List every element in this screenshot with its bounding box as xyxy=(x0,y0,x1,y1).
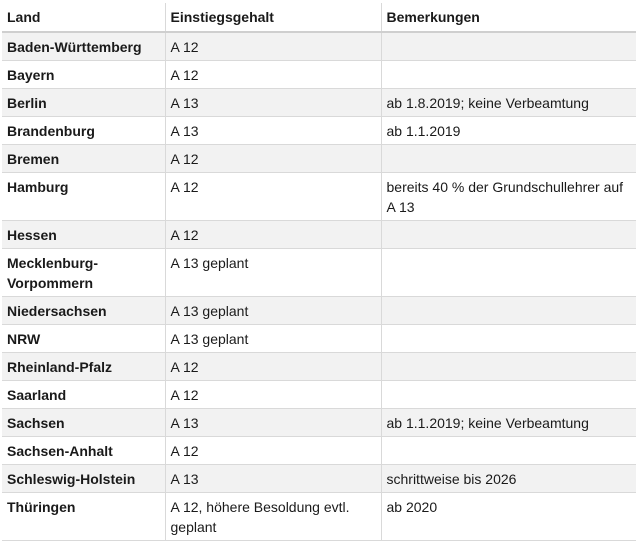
header-einstiegsgehalt: Einstiegsgehalt xyxy=(165,3,382,33)
cell-salary: A 13 geplant xyxy=(165,248,382,297)
cell-note: ab 1.1.2019; keine Verbeamtung xyxy=(381,408,636,437)
table-row: Schleswig-Holstein A 13 schrittweise bis… xyxy=(2,464,636,493)
table-row: Rheinland-Pfalz A 12 xyxy=(2,352,636,381)
cell-land: Rheinland-Pfalz xyxy=(2,352,166,381)
page: Land Einstiegsgehalt Bemerkungen Baden-W… xyxy=(2,3,636,541)
cell-salary: A 12 xyxy=(165,172,382,221)
cell-land: Niedersachsen xyxy=(2,296,166,325)
cell-salary: A 12 xyxy=(165,32,382,61)
cell-land: Sachsen-Anhalt xyxy=(2,436,166,465)
table-row: Hessen A 12 xyxy=(2,220,636,249)
cell-salary: A 12 xyxy=(165,436,382,465)
cell-salary: A 12, höhere Besoldung evtl. geplant xyxy=(165,492,382,541)
cell-land: Hessen xyxy=(2,220,166,249)
cell-salary: A 12 xyxy=(165,352,382,381)
cell-salary: A 12 xyxy=(165,60,382,89)
cell-salary: A 12 xyxy=(165,144,382,173)
cell-salary: A 13 xyxy=(165,408,382,437)
cell-land: Bayern xyxy=(2,60,166,89)
salary-table: Land Einstiegsgehalt Bemerkungen Baden-W… xyxy=(2,3,636,541)
cell-note xyxy=(381,352,636,381)
cell-land: Berlin xyxy=(2,88,166,117)
cell-land: Mecklenburg-Vorpommern xyxy=(2,248,166,297)
table-row: Bremen A 12 xyxy=(2,144,636,173)
cell-note xyxy=(381,32,636,61)
table-row: Hamburg A 12 bereits 40 % der Grundschul… xyxy=(2,172,636,221)
cell-note: ab 1.1.2019 xyxy=(381,116,636,145)
cell-note: ab 2020 xyxy=(381,492,636,541)
cell-land: Hamburg xyxy=(2,172,166,221)
cell-note xyxy=(381,248,636,297)
table-row: NRW A 13 geplant xyxy=(2,324,636,353)
table-body: Baden-Württemberg A 12 Bayern A 12 Berli… xyxy=(2,32,636,541)
cell-note xyxy=(381,144,636,173)
header-row: Land Einstiegsgehalt Bemerkungen xyxy=(2,3,636,33)
table-row: Berlin A 13 ab 1.8.2019; keine Verbeamtu… xyxy=(2,88,636,117)
cell-note: ab 1.8.2019; keine Verbeamtung xyxy=(381,88,636,117)
table-row: Niedersachsen A 13 geplant xyxy=(2,296,636,325)
header-bemerkungen: Bemerkungen xyxy=(381,3,636,33)
cell-note xyxy=(381,60,636,89)
cell-note: bereits 40 % der Grundschullehrer auf A … xyxy=(381,172,636,221)
cell-salary: A 13 xyxy=(165,88,382,117)
table-row: Thüringen A 12, höhere Besoldung evtl. g… xyxy=(2,492,636,541)
table-row: Mecklenburg-Vorpommern A 13 geplant xyxy=(2,248,636,297)
cell-land: Thüringen xyxy=(2,492,166,541)
cell-land: Bremen xyxy=(2,144,166,173)
table-row: Saarland A 12 xyxy=(2,380,636,409)
cell-note: schrittweise bis 2026 xyxy=(381,464,636,493)
header-land: Land xyxy=(2,3,166,33)
table-row: Baden-Württemberg A 12 xyxy=(2,32,636,61)
cell-salary: A 13 xyxy=(165,464,382,493)
cell-land: Sachsen xyxy=(2,408,166,437)
cell-note xyxy=(381,436,636,465)
cell-land: NRW xyxy=(2,324,166,353)
cell-salary: A 13 geplant xyxy=(165,296,382,325)
cell-salary: A 12 xyxy=(165,380,382,409)
cell-note xyxy=(381,296,636,325)
cell-land: Schleswig-Holstein xyxy=(2,464,166,493)
cell-salary: A 13 geplant xyxy=(165,324,382,353)
cell-land: Saarland xyxy=(2,380,166,409)
cell-salary: A 13 xyxy=(165,116,382,145)
cell-land: Brandenburg xyxy=(2,116,166,145)
cell-note xyxy=(381,380,636,409)
table-header: Land Einstiegsgehalt Bemerkungen xyxy=(2,3,636,33)
cell-note xyxy=(381,220,636,249)
table-row: Sachsen A 13 ab 1.1.2019; keine Verbeamt… xyxy=(2,408,636,437)
table-row: Bayern A 12 xyxy=(2,60,636,89)
cell-land: Baden-Württemberg xyxy=(2,32,166,61)
table-row: Sachsen-Anhalt A 12 xyxy=(2,436,636,465)
table-row: Brandenburg A 13 ab 1.1.2019 xyxy=(2,116,636,145)
cell-salary: A 12 xyxy=(165,220,382,249)
cell-note xyxy=(381,324,636,353)
